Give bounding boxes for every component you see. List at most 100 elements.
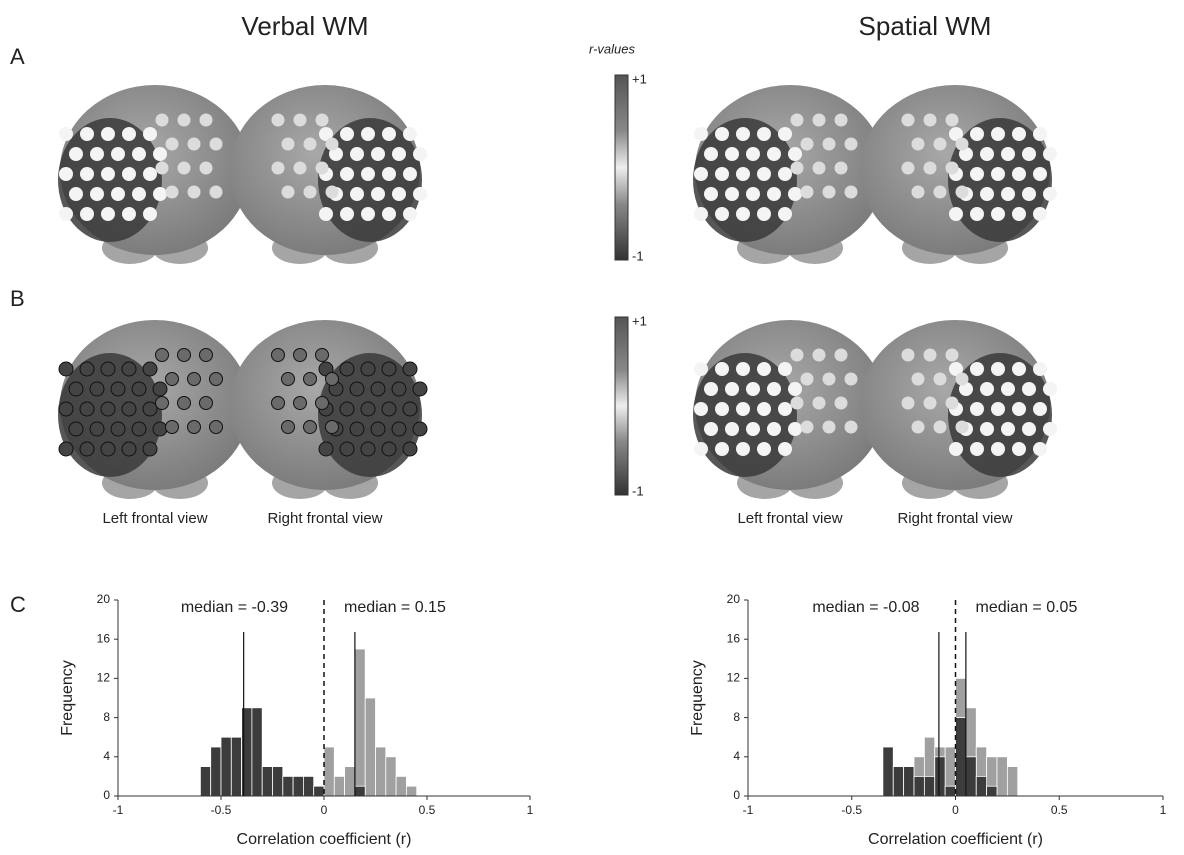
bar [364, 697, 376, 797]
electrode [1043, 382, 1057, 396]
electrode [736, 167, 750, 181]
electrode [293, 348, 307, 362]
electrode [923, 161, 937, 175]
bar [903, 766, 915, 797]
bar [199, 766, 212, 797]
electrode [122, 207, 136, 221]
electrode [59, 207, 73, 221]
electrode [271, 113, 285, 127]
electrode [757, 127, 771, 141]
bar [1006, 766, 1019, 797]
electrode [778, 442, 792, 456]
bar [302, 776, 315, 797]
electrode [281, 137, 295, 151]
electrode [360, 361, 376, 377]
brain [693, 320, 885, 499]
bar [975, 776, 988, 797]
electrode [412, 381, 428, 397]
electrode [199, 113, 213, 127]
electrode [1001, 147, 1015, 161]
y-tick-label: 16 [727, 631, 741, 645]
electrode [788, 422, 802, 436]
electrode [382, 127, 396, 141]
electrode [143, 207, 157, 221]
electrode [757, 442, 771, 456]
colorbar-max: +1 [632, 71, 647, 86]
electrode [80, 207, 94, 221]
electrode [911, 185, 925, 199]
bar [913, 776, 925, 797]
electrode [800, 185, 814, 199]
electrode [694, 442, 708, 456]
electrode [339, 361, 355, 377]
electrode [1033, 442, 1047, 456]
y-axis-label: Frequency [59, 660, 76, 736]
bar [354, 785, 366, 797]
electrode [1022, 187, 1036, 201]
electrode [152, 421, 168, 437]
electrode [177, 161, 191, 175]
electrode [165, 372, 179, 386]
electrode [1012, 127, 1026, 141]
electrode [361, 167, 375, 181]
electrode [955, 137, 969, 151]
electrode [725, 147, 739, 161]
electrode [694, 167, 708, 181]
bar [882, 746, 894, 797]
electrode [822, 185, 836, 199]
y-tick-label: 8 [733, 710, 740, 724]
median-label: median = 0.15 [344, 599, 446, 616]
electrode [89, 381, 105, 397]
electrode [945, 348, 959, 362]
electrode [788, 147, 802, 161]
electrode [121, 401, 137, 417]
electrode [778, 127, 792, 141]
electrode [834, 161, 848, 175]
electrode [991, 127, 1005, 141]
electrode [949, 207, 963, 221]
electrode [767, 382, 781, 396]
bar [220, 736, 232, 797]
electrode [339, 401, 355, 417]
electrode [371, 187, 385, 201]
electrode [79, 441, 95, 457]
brain [58, 85, 250, 264]
electrode [143, 167, 157, 181]
electrode [79, 401, 95, 417]
electrode [757, 207, 771, 221]
electrode [89, 421, 105, 437]
electrode [350, 147, 364, 161]
electrode [381, 441, 397, 457]
electrode [1022, 422, 1036, 436]
electrode [402, 361, 418, 377]
electrode [812, 396, 826, 410]
electrode [778, 167, 792, 181]
electrode [790, 161, 804, 175]
electrode [315, 396, 329, 410]
electrode [315, 161, 329, 175]
electrode [303, 372, 317, 386]
electrode [303, 137, 317, 151]
electrode [715, 167, 729, 181]
electrode [155, 113, 169, 127]
electrode [340, 127, 354, 141]
electrode [1012, 362, 1026, 376]
electrode [329, 147, 343, 161]
electrode [715, 362, 729, 376]
electrode [725, 187, 739, 201]
colorbar-title: r-values [589, 41, 636, 56]
electrode [293, 161, 307, 175]
electrode [970, 127, 984, 141]
electrode [293, 396, 307, 410]
electrode [381, 401, 397, 417]
electrode [361, 207, 375, 221]
electrode [403, 207, 417, 221]
electrode [325, 185, 339, 199]
electrode [132, 187, 146, 201]
electrode [980, 147, 994, 161]
electrode [80, 127, 94, 141]
brain [230, 85, 427, 264]
electrode [90, 187, 104, 201]
colorbar-min: -1 [632, 248, 644, 263]
electrode [325, 137, 339, 151]
